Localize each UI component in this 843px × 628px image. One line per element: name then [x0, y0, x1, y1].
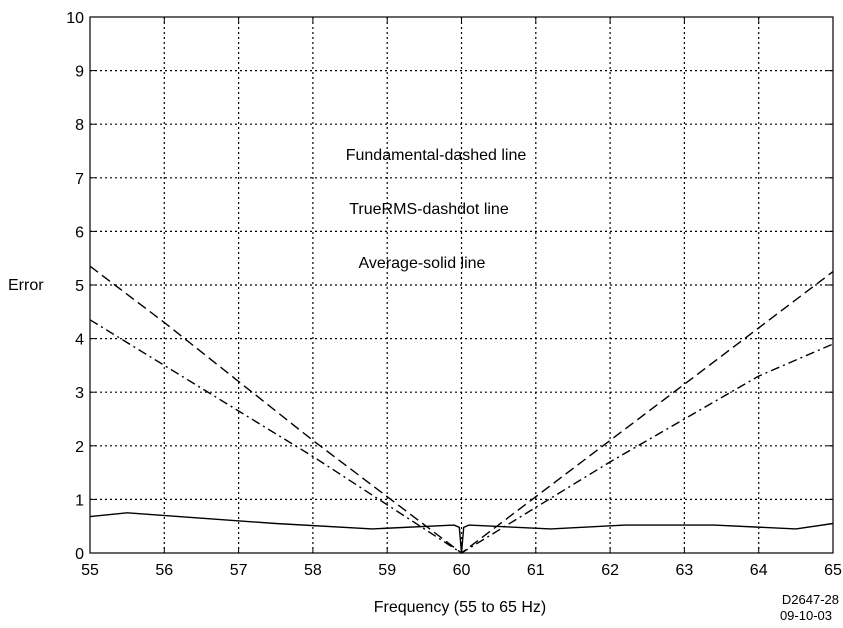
- x-tick-label: 62: [601, 562, 619, 579]
- grid: [89, 16, 834, 554]
- series-group: [89, 265, 834, 554]
- y-tick-label: 2: [75, 439, 84, 456]
- annotation-average: Average-solid line: [359, 255, 486, 272]
- y-tick-label: 5: [75, 278, 84, 295]
- y-tick-label: 9: [75, 64, 84, 81]
- x-tick-label: 65: [824, 562, 842, 579]
- x-tick-labels: 55 56 57 58 59 60 61 62 63 64 65: [81, 562, 842, 579]
- x-tick-label: 57: [230, 562, 248, 579]
- annotation-truerms: TrueRMS-dashdot line: [349, 201, 509, 218]
- x-tick-label: 64: [750, 562, 768, 579]
- x-tick-label: 61: [527, 562, 545, 579]
- figure-code: D2647-28: [782, 592, 839, 607]
- y-tick-label: 8: [75, 117, 84, 134]
- series-line-dashed: [89, 265, 834, 554]
- y-tick-labels: 0 1 2 3 4 5 6 7 8 9 10: [66, 10, 84, 563]
- y-tick-label: 3: [75, 385, 84, 402]
- y-tick-label: 10: [66, 10, 84, 27]
- x-tick-label: 60: [453, 562, 471, 579]
- y-tick-label: 4: [75, 332, 84, 349]
- x-tick-label: 55: [81, 562, 99, 579]
- y-tick-label: 0: [75, 546, 84, 563]
- x-tick-label: 59: [378, 562, 396, 579]
- annotation-fundamental: Fundamental-dashed line: [346, 147, 527, 164]
- x-tick-label: 56: [155, 562, 173, 579]
- plot-frame: [89, 16, 834, 554]
- y-tick-label: 6: [75, 224, 84, 241]
- y-tick-label: 1: [75, 492, 84, 509]
- x-tick-label: 63: [676, 562, 694, 579]
- y-tick-label: 7: [75, 171, 84, 188]
- x-tick-label: 58: [304, 562, 322, 579]
- x-axis-label: Frequency (55 to 65 Hz): [374, 599, 547, 616]
- y-axis-label: Error: [8, 277, 44, 294]
- figure-date: 09-10-03: [780, 608, 832, 623]
